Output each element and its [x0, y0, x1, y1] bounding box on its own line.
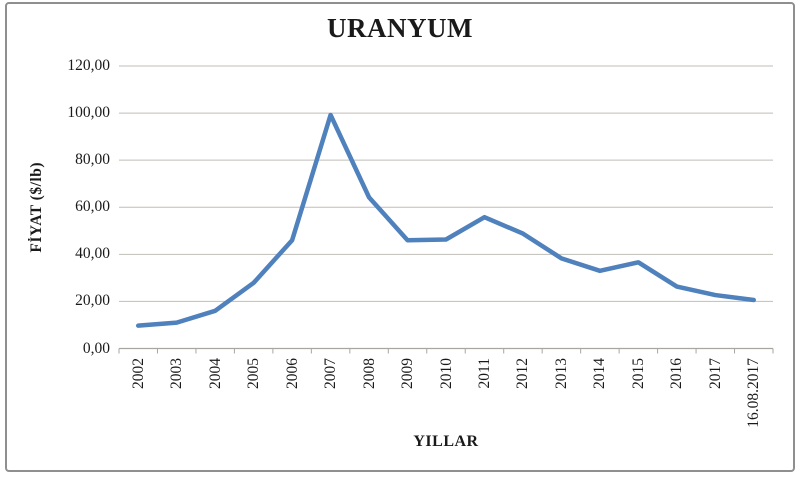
x-tick-label: 2006	[283, 358, 301, 389]
x-tick-label: 2016	[668, 358, 686, 389]
x-tick-label: 2002	[129, 358, 147, 389]
x-tick-label: 2014	[591, 358, 609, 389]
x-tick-label: 2010	[437, 358, 455, 389]
y-tick-label: 0,00	[82, 339, 110, 357]
y-tick-label: 60,00	[75, 198, 110, 216]
chart-border	[5, 2, 795, 472]
x-tick-label: 2009	[399, 358, 417, 389]
x-axis-title: YILLAR	[413, 433, 479, 450]
y-tick-label: 20,00	[75, 292, 110, 310]
x-tick-label: 2011	[475, 358, 493, 389]
x-tick-label: 2005	[245, 358, 263, 389]
y-tick-label: 40,00	[75, 245, 110, 263]
x-tick-label: 2015	[629, 358, 647, 389]
x-tick-label: 2012	[514, 358, 532, 389]
x-tick-label: 2017	[706, 358, 724, 389]
y-tick-label: 120,00	[67, 57, 110, 74]
y-tick-label: 100,00	[67, 104, 110, 122]
x-tick-label: 2008	[360, 358, 378, 389]
chart-title: URANYUM	[327, 13, 473, 43]
price-line-series	[135, 112, 757, 328]
x-tick-label: 2003	[168, 358, 186, 389]
x-tick-label: 16.08.2017	[745, 358, 763, 428]
x-tick-label: 2013	[552, 358, 570, 389]
x-tick-label: 2007	[322, 358, 340, 389]
x-tick-label: 2004	[206, 358, 224, 389]
y-tick-label: 80,00	[75, 151, 110, 169]
